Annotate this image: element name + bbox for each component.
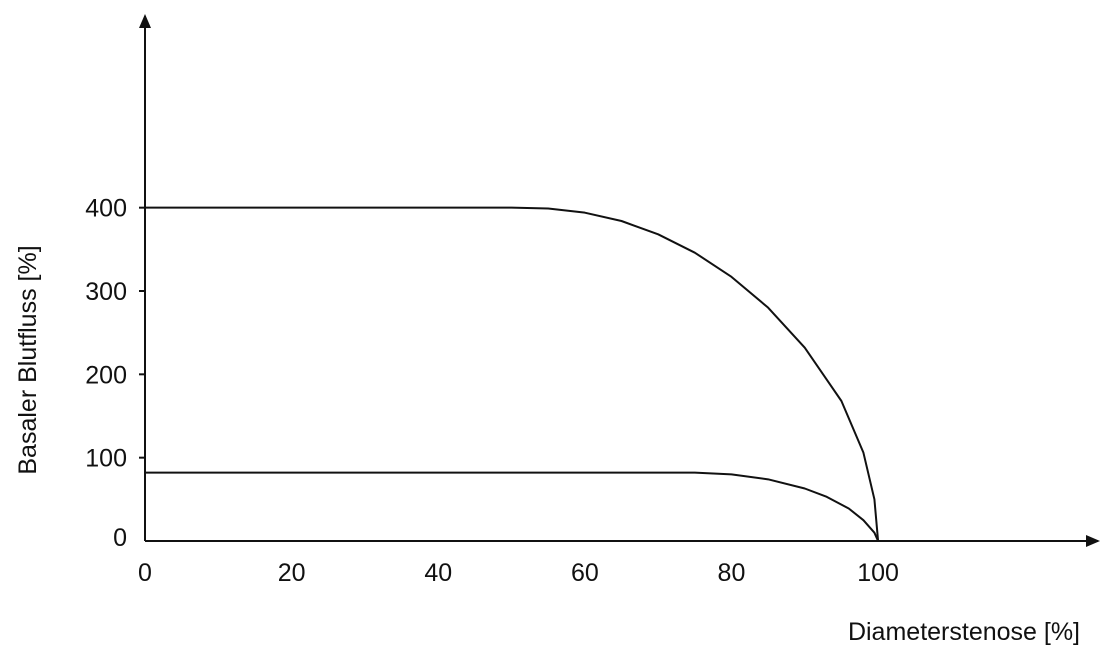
x-tick-label: 100 [857, 559, 899, 587]
y-tick-label: 0 [113, 524, 127, 552]
y-tick-label: 400 [85, 195, 127, 223]
series-line-1 [145, 208, 878, 541]
y-tick-label: 300 [85, 278, 127, 306]
y-tick-label: 100 [85, 445, 127, 473]
x-tick-label: 60 [571, 559, 599, 587]
x-tick-label: 20 [278, 559, 306, 587]
y-tick-labels: 0 100 200 300 400 [85, 195, 145, 552]
y-axis-label: Basaler Blutfluss [%] [14, 245, 42, 474]
y-tick-label: 200 [85, 361, 127, 389]
x-tick-label: 0 [138, 559, 152, 587]
x-axis-label: Diameterstenose [%] [848, 618, 1080, 646]
series-line-2 [145, 473, 878, 541]
x-tick-label: 80 [718, 559, 746, 587]
x-tick-labels: 0 20 40 60 80 100 [138, 559, 899, 587]
series-group [145, 208, 878, 541]
x-tick-label: 40 [424, 559, 452, 587]
